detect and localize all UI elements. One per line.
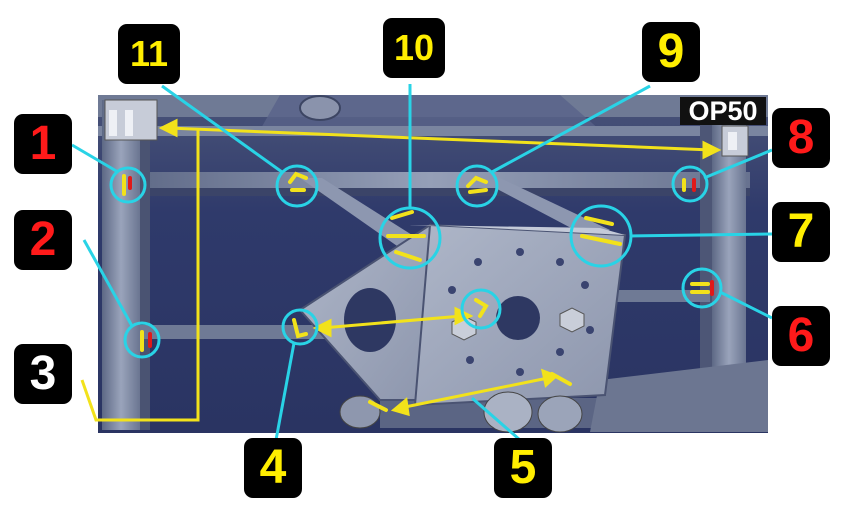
- left-bracket-slot-b: [125, 110, 133, 136]
- callout-leaders: [71, 84, 773, 442]
- callout-badge-1: 1: [14, 114, 72, 174]
- plate-center-hole: [496, 296, 540, 340]
- callout-badge-5-text: 5: [509, 441, 537, 494]
- callout-badge-10-text: 10: [393, 27, 435, 68]
- callout-badge-6: 6: [772, 306, 830, 366]
- callout-badge-6-text: 6: [787, 309, 815, 362]
- upper-rail-shadow: [110, 188, 750, 196]
- gusset-hole: [344, 288, 396, 352]
- right-diagonal-brace: [480, 178, 610, 238]
- callout-badge-2-text: 2: [29, 213, 57, 266]
- left-diagonal-brace: [300, 178, 420, 248]
- left-post-outer: [102, 100, 140, 430]
- callout-badge-4-text: 4: [259, 441, 287, 494]
- callout-badge-9: 9: [642, 22, 700, 82]
- callout-badge-1-text: 1: [29, 117, 57, 170]
- callout-badge-3: 3: [14, 344, 72, 404]
- bottom-roller-2: [483, 391, 533, 433]
- callout-badge-5: 5: [494, 438, 552, 498]
- bottom-roller-3: [537, 395, 583, 433]
- bottom-roller-1: [339, 395, 381, 429]
- callout-badge-10: 10: [383, 18, 445, 78]
- callout-badge-2: 2: [14, 210, 72, 270]
- callout-badge-7-text: 7: [787, 205, 815, 258]
- callout-badge-11-text: 11: [129, 33, 169, 74]
- callout-badge-8: 8: [772, 108, 830, 168]
- plate-bolt-holes: [448, 248, 594, 376]
- red-weld-marks: [128, 176, 714, 348]
- left-bracket-slot-a: [109, 110, 117, 136]
- callout-badge-7: 7: [772, 202, 830, 262]
- callout-badge-3-text: 3: [29, 347, 57, 400]
- left-post-inner: [140, 110, 150, 430]
- right-bracket-slot: [728, 132, 737, 150]
- callout-badge-11: 11: [118, 24, 180, 84]
- bottom-right-structure: [590, 360, 768, 432]
- top-hub: [299, 95, 341, 121]
- callout-badge-4: 4: [244, 438, 302, 498]
- upper-horizontal-rail: [110, 172, 750, 188]
- callout-badge-9-text: 9: [657, 25, 685, 78]
- callout-badge-8-text: 8: [787, 111, 815, 164]
- op-label: OP50: [680, 96, 766, 126]
- top-upper-structure: [260, 95, 600, 130]
- callout-circles: [109, 164, 723, 359]
- lower-horizontal-rail: [140, 325, 340, 339]
- top-rail: [98, 126, 768, 136]
- mounting-plate-top-edge: [410, 225, 625, 235]
- weld-marks: [122, 171, 710, 412]
